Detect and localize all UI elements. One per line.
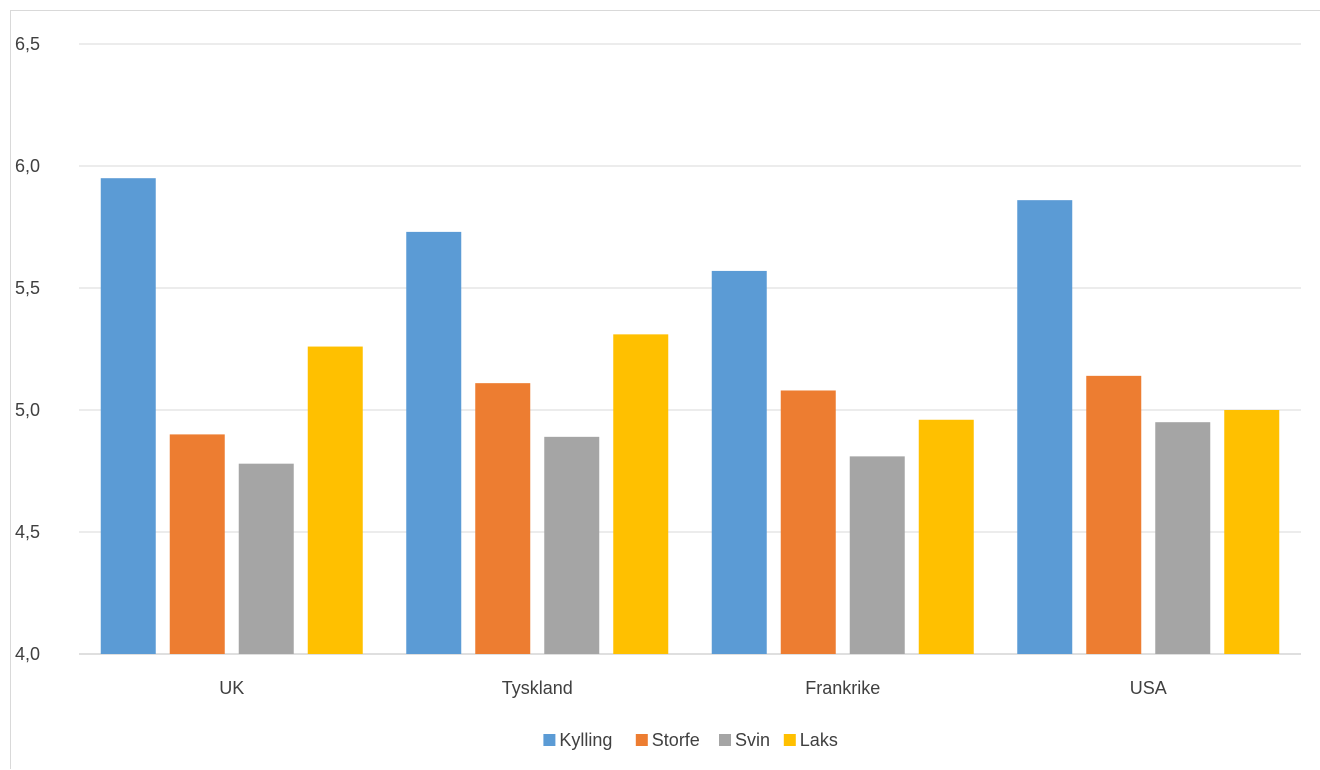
bar-svin-usa (1155, 422, 1211, 654)
bar-laks-tyskland (613, 334, 669, 654)
legend: Kylling Storfe Svin Laks (543, 730, 838, 750)
y-tick-label: 6,5 (15, 34, 40, 54)
legend-label-laks: Laks (800, 730, 838, 750)
y-tick-label: 5,5 (15, 278, 40, 298)
x-category-label: UK (219, 678, 244, 698)
y-tick-label: 6,0 (15, 156, 40, 176)
bar-laks-frankrike (918, 419, 974, 654)
bar-storfe-tyskland (475, 383, 531, 654)
bar-storfe-frankrike (780, 390, 836, 654)
x-category-label: Frankrike (805, 678, 880, 698)
bar-kylling-uk (100, 178, 156, 654)
legend-swatch-kylling (543, 734, 556, 746)
bar-svin-frankrike (849, 456, 905, 654)
bar-storfe-uk (169, 434, 225, 654)
x-category-label: USA (1130, 678, 1167, 698)
bar-kylling-frankrike (711, 270, 767, 654)
legend-swatch-storfe (635, 734, 648, 746)
legend-swatch-laks (783, 734, 796, 746)
bar-svin-uk (238, 463, 294, 654)
bars (100, 178, 1280, 654)
bar-svin-tyskland (544, 436, 600, 654)
bar-storfe-usa (1086, 375, 1142, 654)
chart-area: 4,0 4,5 5,0 5,5 6,0 6,5 UK Tyskland Frankrike US… (10, 10, 1320, 769)
x-category-label: Tyskland (502, 678, 573, 698)
legend-label-kylling: Kylling (559, 730, 612, 750)
bar-laks-uk (307, 346, 363, 654)
legend-label-svin: Svin (735, 730, 770, 750)
y-tick-label: 4,0 (15, 644, 40, 664)
x-axis-categories: UK Tyskland Frankrike USA (219, 678, 1167, 698)
legend-label-storfe: Storfe (652, 730, 700, 750)
bar-kylling-usa (1017, 200, 1073, 654)
bar-laks-usa (1224, 410, 1280, 654)
bar-chart: 4,0 4,5 5,0 5,5 6,0 6,5 UK Tyskland Frankrike US… (15, 34, 1301, 750)
bar-kylling-tyskland (406, 231, 462, 654)
y-tick-label: 5,0 (15, 400, 40, 420)
y-axis-ticks: 4,0 4,5 5,0 5,5 6,0 6,5 (15, 34, 40, 664)
legend-swatch-svin (719, 734, 731, 746)
y-tick-label: 4,5 (15, 522, 40, 542)
